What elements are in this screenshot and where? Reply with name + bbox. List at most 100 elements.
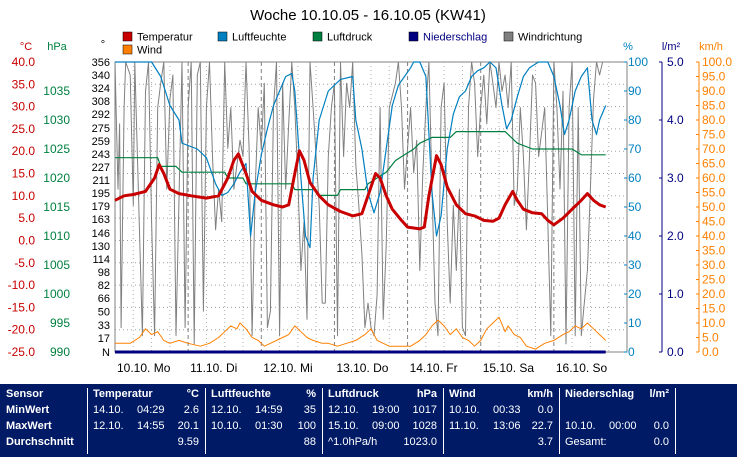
stats-separator (675, 388, 676, 454)
direction-tick-label: N (102, 347, 110, 359)
direction-tick-label: 179 (92, 201, 110, 213)
legend-label-3: Luftdruck (327, 32, 373, 44)
legend-label-0: Temperatur (137, 32, 193, 44)
wind-tick-label: 25.0 (702, 273, 726, 287)
direction-tick-label: 146 (92, 228, 110, 240)
pressure-tick-label: 1030 (43, 113, 70, 127)
direction-tick-label: 243 (92, 149, 110, 161)
direction-tick-label: 324 (92, 83, 110, 95)
stats-unit-temp: °C (186, 388, 199, 400)
direction-tick-label: 308 (92, 96, 110, 108)
pressure-tick-label: 990 (50, 345, 70, 359)
pressure-tick-label: 1000 (43, 287, 70, 301)
direction-tick-label: 275 (92, 123, 110, 135)
legend-swatch-5 (503, 31, 514, 42)
stats-time: 00:33 (493, 404, 521, 416)
stats-date: 11.10. (449, 420, 479, 432)
stats-row-label: MinWert (6, 404, 50, 416)
humidity-tick-label: 80 (628, 113, 642, 127)
pressure-tick-label: 1015 (43, 200, 70, 214)
stats-date: Gesamt: (565, 436, 607, 448)
wind-tick-label: 60.0 (702, 171, 726, 185)
pressure-tick-label: 1005 (43, 258, 70, 272)
stats-date: 12.10. (328, 404, 359, 416)
stats-value: 0.0 (537, 404, 553, 416)
direction-tick-label: 17 (98, 333, 110, 345)
stats-value: 88 (303, 436, 316, 448)
chart-series (114, 61, 607, 354)
stats-header-humidity: Luftfeuchte (211, 388, 271, 400)
stats-value: 1017 (412, 404, 437, 416)
x-day-label: 14.10. Fr (410, 361, 458, 375)
legend-label-5: Windrichtung (518, 32, 582, 44)
stats-date: 10.10. (565, 420, 596, 432)
wind-tick-label: 50.0 (702, 200, 726, 214)
humidity-tick-label: 20 (628, 287, 642, 301)
stats-value: 0.0 (653, 436, 669, 448)
temp-tick-label: 20.0 (12, 144, 36, 158)
pressure-tick-label: 1020 (43, 171, 70, 185)
stats-value: 2.6 (183, 404, 199, 416)
direction-tick-label: 340 (92, 70, 110, 82)
chart-title: Woche 10.10.05 - 16.10.05 (KW41) (250, 7, 486, 24)
direction-tick-label: 195 (92, 188, 110, 200)
humidity-tick-label: 60 (628, 171, 642, 185)
wind-tick-label: 55.0 (702, 186, 726, 200)
series-line-luftdruck (115, 131, 606, 196)
humidity-tick-label: 50 (628, 200, 642, 214)
humidity-tick-label: 90 (628, 84, 642, 98)
pressure-tick-label: 1035 (43, 84, 70, 98)
temp-tick-label: 25.0 (12, 122, 36, 136)
legend-swatch-3 (312, 31, 323, 42)
wind-tick-label: 45.0 (702, 215, 726, 229)
series-line-windrichtung (114, 61, 606, 345)
humidity-tick-label: 40 (628, 229, 642, 243)
stats-row-label: Durchschnitt (6, 436, 74, 448)
axis-unit-label: hPa (47, 41, 67, 53)
stats-separator (559, 388, 560, 454)
wind-tick-label: 0.0 (702, 345, 719, 359)
stats-time: 19:00 (372, 404, 400, 416)
direction-tick-label: 130 (92, 241, 110, 253)
wind-tick-label: 65.0 (702, 157, 726, 171)
stats-header-sensor: Sensor (6, 388, 44, 400)
direction-tick-label: 50 (98, 306, 110, 318)
stats-value: 1028 (412, 420, 437, 432)
weather-chart: Woche 10.10.05 - 16.10.05 (KW41) Tempera… (8, 7, 733, 375)
stats-header-wind: Wind (449, 388, 476, 400)
x-day-label: 11.10. Di (190, 361, 237, 375)
stats-time: 14:59 (255, 404, 283, 416)
rain-tick-label: 1.0 (667, 287, 684, 301)
stats-separator (205, 388, 206, 454)
direction-tick-label: 66 (98, 293, 110, 305)
humidity-tick-label: 0 (628, 345, 635, 359)
temp-tick-label: 15.0 (12, 167, 36, 181)
direction-tick-label: 163 (92, 214, 110, 226)
rain-tick-label: 5.0 (667, 55, 684, 69)
stats-date: 10.10. (449, 404, 480, 416)
statistics-table: Sensor MinWert MaxWert Durchschnitt Temperat… (0, 384, 737, 457)
rain-tick-label: 4.0 (667, 113, 684, 127)
direction-tick-label: 211 (92, 175, 110, 187)
stats-value: 9.59 (177, 436, 199, 448)
wind-tick-label: 20.0 (702, 287, 726, 301)
x-day-label: 12.10. Mi (263, 361, 312, 375)
x-day-label: 15.10. Sa (483, 361, 535, 375)
humidity-tick-label: 10 (628, 316, 642, 330)
stats-header-rain: Niederschlag (565, 388, 635, 400)
wind-tick-label: 80.0 (702, 113, 726, 127)
rain-tick-label: 2.0 (667, 229, 684, 243)
wind-tick-label: 15.0 (702, 302, 726, 316)
stats-separator (322, 388, 323, 454)
wind-tick-label: 85.0 (702, 99, 726, 113)
legend-label-4: Niederschlag (423, 32, 487, 44)
legend-swatch-0 (122, 31, 133, 42)
temp-tick-label: 40.0 (12, 55, 36, 69)
pressure-tick-label: 995 (50, 316, 70, 330)
axis-unit-label: km/h (699, 41, 723, 53)
wind-tick-label: 90.0 (702, 84, 726, 98)
stats-value: 20.1 (177, 420, 199, 432)
stats-unit-rain: l/m² (649, 388, 669, 400)
wind-tick-label: 75.0 (702, 128, 726, 142)
